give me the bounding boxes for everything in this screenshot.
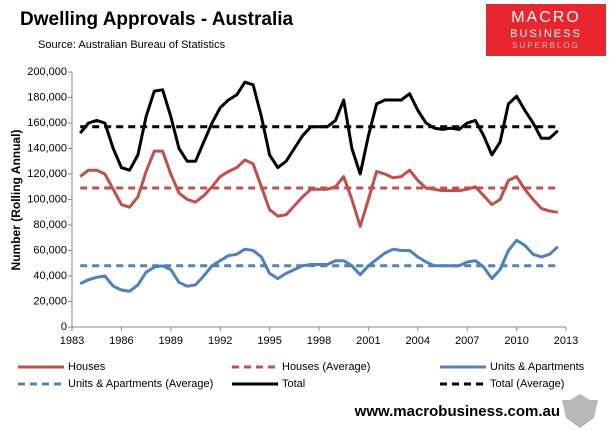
series-line — [79, 149, 559, 228]
y-tick-label: 80,000 — [33, 219, 67, 231]
x-tick-label: 2001 — [356, 335, 380, 347]
x-tick-label: 1989 — [159, 335, 183, 347]
legend-label: Total — [282, 378, 305, 390]
series-line — [79, 238, 559, 293]
logo — [486, 4, 606, 56]
x-tick-label: 1998 — [307, 335, 331, 347]
logo-text: BUSINESS — [510, 28, 582, 40]
y-tick-label: 40,000 — [33, 270, 67, 282]
x-tick-label: 2007 — [455, 335, 479, 347]
y-tick-label: 200,000 — [27, 66, 67, 78]
chart-title: Dwelling Approvals - Australia — [20, 9, 294, 30]
x-tick-label: 1992 — [208, 335, 232, 347]
chart-subtitle: Source: Australian Bureau of Statistics — [38, 39, 226, 51]
y-tick-label: 180,000 — [27, 91, 67, 103]
footer: www.macrobusiness.com.au — [354, 403, 560, 420]
legend-label: Houses — [68, 361, 106, 373]
logo-icon — [562, 394, 598, 428]
x-tick-label: 1995 — [257, 335, 281, 347]
x-tick-label: 1986 — [109, 335, 133, 347]
y-tick-label: 60,000 — [33, 244, 67, 256]
y-tick-label: 100,000 — [27, 193, 67, 205]
legend-label: Units & Apartments (Average) — [68, 378, 213, 390]
x-tick-label: 2013 — [554, 335, 578, 347]
legend-label: Houses (Average) — [282, 361, 370, 373]
logo-text: SUPERBLOG — [512, 41, 580, 50]
y-tick-label: 160,000 — [27, 117, 67, 129]
y-axis-label: Number (Rolling Annual) — [9, 130, 23, 271]
x-tick-label: 2010 — [504, 335, 528, 347]
x-tick-label: 1983 — [60, 335, 84, 347]
y-tick-label: 0 — [61, 321, 67, 333]
logo-text: MACRO — [511, 9, 581, 26]
legend-label: Total (Average) — [490, 378, 564, 390]
y-tick-label: 20,000 — [33, 295, 67, 307]
y-tick-label: 120,000 — [27, 168, 67, 180]
y-tick-label: 140,000 — [27, 142, 67, 154]
legend-label: Units & Apartments — [490, 361, 585, 373]
x-tick-label: 2004 — [406, 335, 430, 347]
